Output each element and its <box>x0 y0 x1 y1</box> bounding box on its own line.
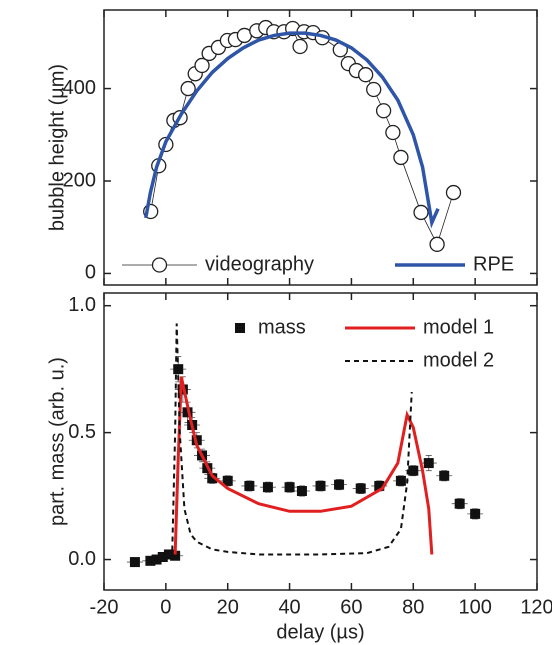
plot-frame <box>103 9 538 286</box>
x-tick-label: 60 <box>340 596 362 618</box>
y-tick-label: 0.5 <box>68 421 96 443</box>
data-point <box>385 124 401 141</box>
x-tick-label: 80 <box>402 596 424 618</box>
x-axis-label: delay (µs) <box>276 621 364 643</box>
series-line <box>150 27 454 246</box>
data-point <box>163 549 174 560</box>
data-point <box>170 550 181 561</box>
data-point <box>262 482 273 493</box>
data-point <box>292 38 308 55</box>
data-point <box>284 482 295 493</box>
data-point <box>366 81 382 98</box>
plot-frame <box>103 292 538 591</box>
x-tick-label: -20 <box>90 596 119 618</box>
x-tick-label: 20 <box>217 596 239 618</box>
legend-label: RPE <box>473 253 514 275</box>
data-point <box>358 67 374 83</box>
data-point <box>395 475 406 486</box>
data-point <box>439 470 450 481</box>
x-tick-label: 0 <box>160 596 171 618</box>
data-point <box>423 458 434 469</box>
data-point <box>194 57 210 74</box>
x-tick-label: 120 <box>520 596 552 618</box>
data-point <box>413 204 429 221</box>
data-point <box>355 483 366 494</box>
data-point <box>296 486 307 496</box>
data-point <box>334 479 345 490</box>
data-point <box>244 480 255 491</box>
legend-marker <box>151 257 168 273</box>
data-point <box>374 480 385 491</box>
data-point <box>408 465 419 476</box>
legend-label: videography <box>205 253 314 275</box>
data-point <box>429 236 445 252</box>
x-tick-label: 40 <box>278 596 300 618</box>
y-tick-label: 1.0 <box>68 294 96 316</box>
data-point <box>375 103 392 119</box>
series-line <box>171 323 413 560</box>
data-point <box>454 498 465 509</box>
y-tick-label: 200 <box>63 169 96 191</box>
legend-marker <box>235 323 245 333</box>
data-point <box>129 557 140 568</box>
series-line <box>144 31 440 229</box>
data-point <box>145 555 156 566</box>
data-point <box>180 80 196 97</box>
y-tick-label: 0 <box>85 262 96 284</box>
y-axis-label: part. mass (arb. u.) <box>46 357 68 526</box>
legend-label: model 1 <box>423 316 494 338</box>
data-point <box>393 149 409 166</box>
y-tick-label: 400 <box>63 77 96 99</box>
plot <box>143 19 462 252</box>
data-point <box>157 552 168 562</box>
legend-label: model 2 <box>423 349 494 371</box>
data-point <box>207 473 218 484</box>
data-point <box>445 184 462 201</box>
data-point <box>315 480 326 491</box>
x-tick-label: 100 <box>458 596 491 618</box>
y-tick-label: 0.0 <box>68 548 96 570</box>
y-axis-label: bubble height (µm) <box>46 64 68 231</box>
legend-label: mass <box>258 316 306 338</box>
plot <box>126 323 484 568</box>
data-point <box>151 554 162 565</box>
data-point <box>470 508 481 519</box>
series-line <box>173 376 434 555</box>
data-point <box>222 475 233 486</box>
